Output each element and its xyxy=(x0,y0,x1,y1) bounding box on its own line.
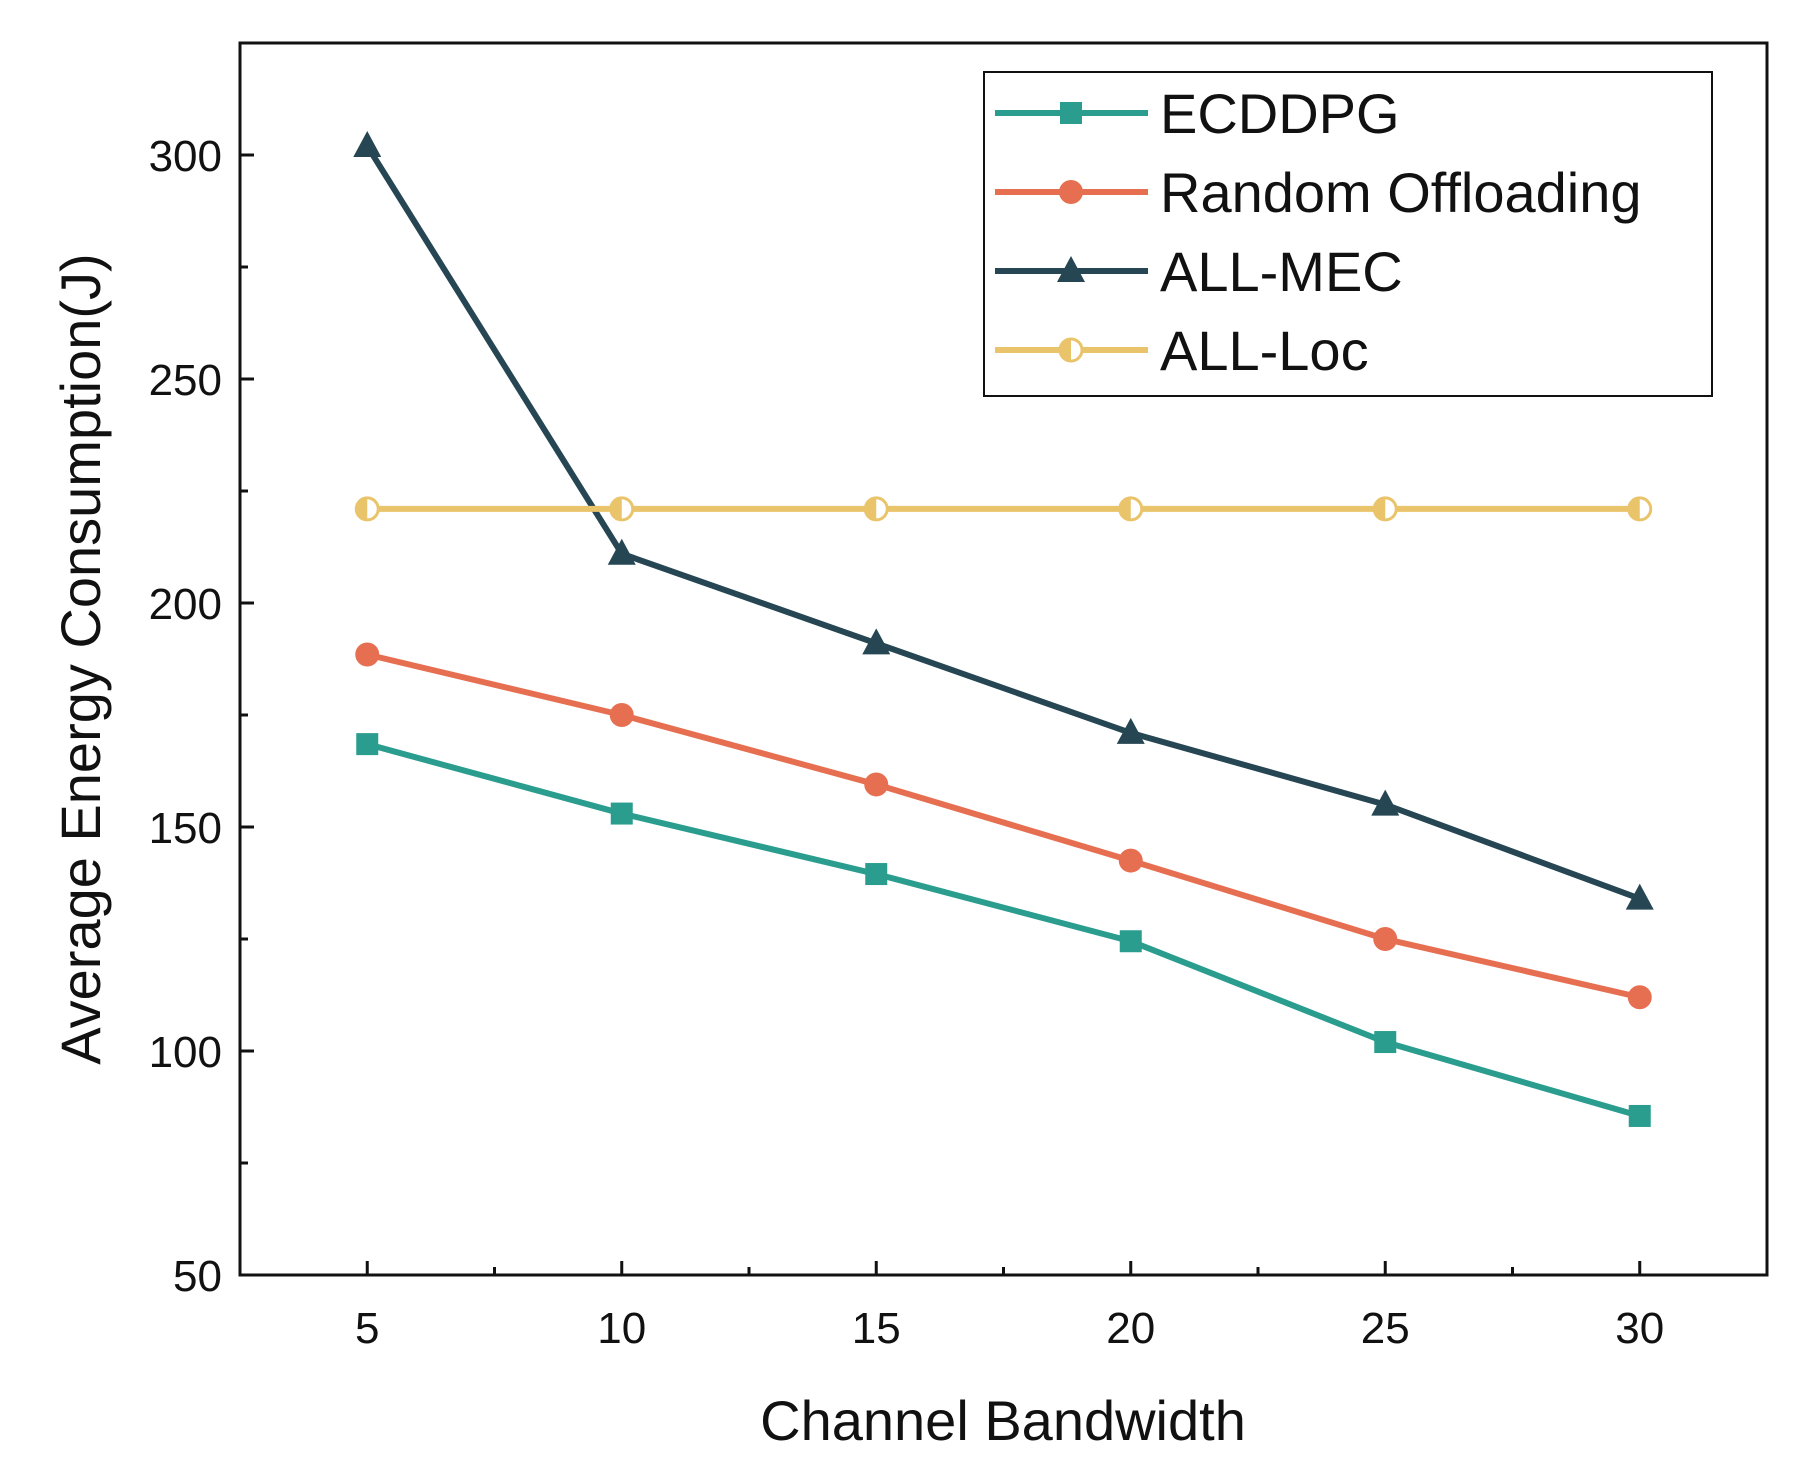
data-point xyxy=(1119,930,1142,953)
data-point xyxy=(609,703,634,727)
legend-item-random-offloading: Random Offloading xyxy=(995,161,1642,224)
series-layer xyxy=(353,131,1654,1127)
legend: ECDDPG Random Offloading ALL-MEC ALL-Loc xyxy=(983,71,1713,397)
series-all-loc xyxy=(354,496,1653,522)
legend-label: ALL-MEC xyxy=(1160,240,1403,303)
y-tick-label: 100 xyxy=(149,1028,222,1077)
marker-half-fill xyxy=(1119,497,1131,520)
x-tick-label: 30 xyxy=(1615,1304,1664,1353)
series-line xyxy=(366,651,1641,1001)
x-tick-label: 20 xyxy=(1106,1304,1155,1353)
data-point xyxy=(610,802,633,825)
data-point xyxy=(356,733,379,756)
series-random-offloading xyxy=(355,642,1652,1010)
data-point xyxy=(865,863,888,886)
data-point xyxy=(355,642,380,667)
legend-items: ECDDPG Random Offloading ALL-MEC ALL-Loc xyxy=(995,82,1642,382)
marker-half-fill xyxy=(1628,497,1640,520)
data-point xyxy=(1627,985,1652,1010)
y-tick-label: 300 xyxy=(149,132,222,181)
y-axis-title: Average Energy Consumption(J) xyxy=(49,253,112,1064)
y-tick-label: 200 xyxy=(149,580,222,629)
series-line xyxy=(364,144,1641,902)
marker-half-fill xyxy=(356,497,368,520)
data-point xyxy=(1118,496,1144,522)
data-point xyxy=(863,496,889,522)
legend-swatch-marker xyxy=(1059,180,1083,204)
data-point xyxy=(1372,496,1398,522)
x-axis-ticks: 5 10 15 20 25 30 xyxy=(355,1261,1664,1353)
legend-item-all-loc: ALL-Loc xyxy=(995,319,1369,382)
legend-label: ALL-Loc xyxy=(1160,319,1369,382)
legend-item-all-mec: ALL-MEC xyxy=(995,240,1403,303)
x-axis-title: Channel Bandwidth xyxy=(760,1389,1246,1452)
legend-label: ECDDPG xyxy=(1160,82,1400,145)
y-tick-label: 150 xyxy=(149,804,222,853)
data-point xyxy=(354,496,380,522)
data-point xyxy=(1374,1031,1397,1054)
data-point xyxy=(607,538,636,565)
data-point xyxy=(353,131,382,158)
data-point xyxy=(1627,496,1653,522)
legend-swatch-marker xyxy=(1057,256,1085,282)
x-tick-label: 5 xyxy=(355,1304,379,1353)
data-point xyxy=(1118,848,1143,873)
y-tick-label: 50 xyxy=(173,1252,222,1301)
marker-half-fill xyxy=(865,497,877,520)
data-point xyxy=(1628,1104,1651,1127)
marker-half-fill xyxy=(610,497,622,520)
marker-half-fill xyxy=(1374,497,1386,520)
x-tick-label: 15 xyxy=(852,1304,901,1353)
legend-item-ecddpg: ECDDPG xyxy=(995,82,1400,145)
data-point xyxy=(1625,883,1654,910)
x-tick-label: 10 xyxy=(597,1304,646,1353)
legend-box xyxy=(983,71,1713,397)
data-point xyxy=(862,628,891,655)
data-point xyxy=(864,772,889,797)
y-tick-label: 250 xyxy=(149,356,222,405)
data-point xyxy=(1373,927,1398,951)
legend-swatch-marker xyxy=(1058,337,1084,363)
y-axis-ticks: 50 100 150 200 250 300 xyxy=(149,132,254,1301)
series-ecddpg xyxy=(356,733,1651,1127)
data-point xyxy=(1116,717,1145,744)
series-line xyxy=(366,741,1641,1119)
legend-label: Random Offloading xyxy=(1160,161,1642,224)
legend-swatch-marker xyxy=(1060,102,1082,124)
data-point xyxy=(609,496,635,522)
series-all-mec xyxy=(353,131,1654,910)
data-point xyxy=(1371,789,1400,816)
marker-half-fill xyxy=(1060,339,1071,361)
x-tick-label: 25 xyxy=(1361,1304,1410,1353)
